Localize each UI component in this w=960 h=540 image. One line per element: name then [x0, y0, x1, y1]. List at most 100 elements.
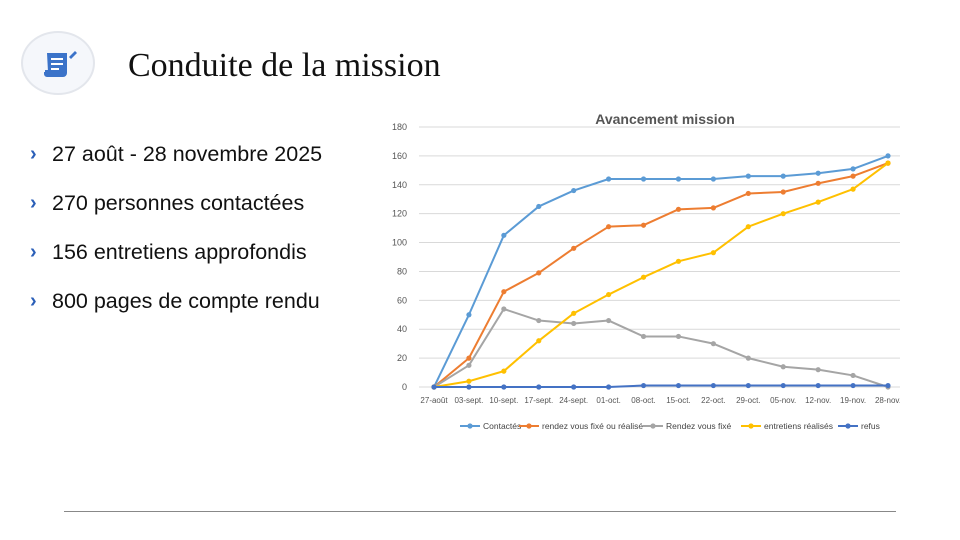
data-point	[885, 160, 891, 166]
legend-marker	[526, 423, 532, 429]
bullet-item: › 156 entretiens approfondis	[30, 228, 322, 277]
data-point	[606, 176, 612, 182]
data-point	[536, 317, 542, 324]
data-point	[675, 382, 682, 389]
data-point	[780, 382, 786, 389]
data-point	[571, 187, 577, 194]
data-point	[675, 206, 682, 212]
x-tick-label: 15-oct.	[666, 396, 690, 405]
data-point	[710, 205, 716, 211]
x-tick-label: 03-sept.	[454, 396, 483, 405]
legend-label: Contactés	[483, 421, 521, 431]
x-tick-label: 24-sept.	[559, 396, 588, 405]
data-point	[745, 382, 751, 389]
data-point	[536, 270, 542, 276]
data-point	[466, 378, 472, 384]
series-line	[433, 154, 889, 388]
data-point	[466, 312, 472, 318]
y-tick-label: 140	[392, 180, 407, 190]
series-line	[434, 384, 888, 388]
data-point	[466, 355, 472, 361]
chart-title: Avancement mission	[595, 111, 735, 127]
data-point	[745, 190, 751, 197]
y-tick-label: 60	[397, 295, 407, 305]
data-point	[640, 333, 647, 340]
data-point	[815, 170, 821, 176]
data-point	[640, 222, 647, 228]
bullet-text: 156 entretiens approfondis	[52, 240, 307, 264]
data-point	[640, 274, 647, 280]
y-tick-label: 120	[392, 209, 407, 219]
data-point	[710, 341, 716, 347]
chevron-right-icon: ›	[30, 192, 37, 214]
y-tick-label: 0	[402, 382, 407, 392]
data-point	[745, 173, 751, 179]
data-point	[466, 384, 472, 390]
bullet-item: › 800 pages de compte rendu	[30, 277, 322, 326]
series-line	[433, 162, 889, 388]
data-point	[815, 367, 821, 373]
data-point	[675, 333, 682, 340]
data-point	[710, 250, 716, 256]
x-tick-label: 28-nov.	[875, 396, 900, 405]
data-point	[885, 153, 891, 159]
data-point	[710, 176, 716, 182]
data-point	[466, 362, 472, 368]
x-tick-label: 08-oct.	[631, 396, 655, 405]
data-point	[606, 317, 612, 324]
legend-label: rendez vous fixé ou réalisé	[542, 421, 643, 431]
data-point	[850, 166, 856, 172]
logo-badge	[21, 31, 95, 95]
data-point	[501, 289, 507, 295]
y-tick-label: 160	[392, 151, 407, 161]
legend-label: refus	[861, 421, 880, 431]
x-tick-label: 12-nov.	[805, 396, 831, 405]
data-point	[501, 368, 507, 374]
data-point	[850, 173, 856, 179]
data-point	[780, 211, 786, 217]
data-point	[745, 355, 751, 361]
data-point	[571, 245, 577, 251]
x-tick-label: 17-sept.	[524, 396, 553, 405]
data-point	[606, 384, 612, 390]
data-point	[745, 224, 751, 230]
bullet-item: › 27 août - 28 novembre 2025	[30, 130, 322, 179]
document-edit-icon	[44, 51, 77, 77]
chevron-right-icon: ›	[30, 241, 37, 263]
legend-label: Rendez vous fixé	[666, 421, 731, 431]
bullet-text: 270 personnes contactées	[52, 191, 305, 215]
data-point	[571, 320, 577, 327]
x-tick-label: 29-oct.	[736, 396, 760, 405]
x-tick-label: 01-oct.	[596, 396, 620, 405]
data-point	[501, 384, 507, 390]
y-tick-label: 80	[397, 266, 407, 276]
data-point	[640, 176, 647, 182]
bullet-item: › 270 personnes contactées	[30, 179, 322, 228]
data-point	[640, 382, 647, 389]
data-point	[606, 291, 612, 298]
legend-label: entretiens réalisés	[764, 421, 833, 431]
data-point	[536, 338, 542, 344]
bullet-list: › 27 août - 28 novembre 2025 › 270 personn…	[30, 130, 322, 326]
x-tick-label: 10-sept.	[489, 396, 518, 405]
data-point	[536, 384, 542, 390]
data-point	[815, 382, 821, 389]
legend-marker	[650, 423, 656, 429]
data-point	[850, 372, 856, 379]
chevron-right-icon: ›	[30, 290, 37, 312]
data-point	[815, 180, 821, 186]
data-point	[431, 384, 437, 390]
data-point	[501, 232, 507, 238]
y-tick-label: 180	[392, 122, 407, 132]
data-point	[850, 186, 856, 192]
series-line	[433, 308, 889, 388]
y-tick-label: 40	[397, 324, 407, 334]
data-point	[536, 203, 542, 210]
legend-marker	[845, 423, 851, 429]
data-point	[850, 382, 856, 389]
bullet-text: 27 août - 28 novembre 2025	[52, 142, 323, 166]
data-point	[501, 306, 507, 312]
x-tick-label: 22-oct.	[701, 396, 725, 405]
data-point	[675, 258, 682, 264]
data-point	[815, 199, 821, 205]
